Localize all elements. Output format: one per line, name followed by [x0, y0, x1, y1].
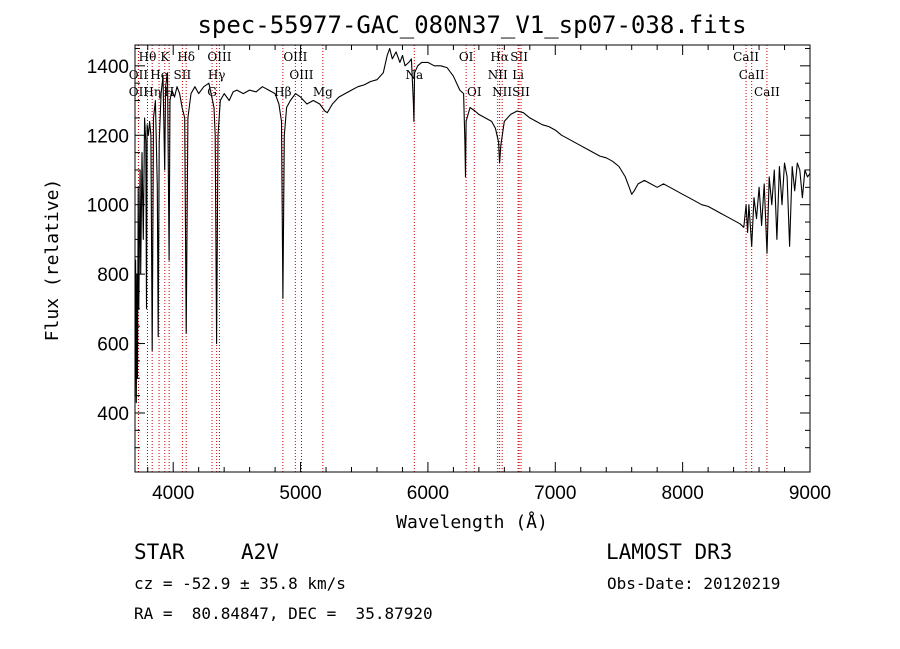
spectral-line-label: OIII: [283, 50, 307, 64]
x-tick-label: 7000: [534, 483, 576, 504]
chart-title: spec-55977-GAC_080N37_V1_sp07-038.fits: [197, 11, 746, 39]
spectral-line-label: H: [164, 85, 174, 99]
ticks-layer: 4000 5000 6000 7000 8000 9000 400 600 800 1000 120…: [87, 45, 831, 504]
spectral-line-label: CaII: [739, 68, 765, 82]
spectral-line-label: SII: [174, 68, 192, 82]
series-layer: [134, 47, 811, 404]
x-tick-label: 4000: [152, 483, 194, 504]
x-tick-label: 6000: [407, 483, 449, 504]
y-tick-label: 1000: [87, 196, 129, 217]
spectral-line-label: Li: [512, 68, 524, 82]
y-tick-label: 400: [97, 404, 129, 425]
spectral-line-label: Hγ: [208, 68, 226, 82]
spectral-line-label: Mg: [313, 85, 333, 99]
survey-name: LAMOST DR3: [606, 540, 733, 564]
spectral-line-label: SII: [510, 50, 528, 64]
spectral-line-label: NII: [492, 85, 512, 99]
coordinates: RA = 80.84847, DEC = 35.87920: [134, 604, 433, 623]
y-tick-label: 600: [97, 335, 129, 356]
y-tick-label: 1200: [87, 126, 129, 147]
spectral-line-label: K: [160, 50, 170, 64]
x-tick-label: 9000: [789, 483, 831, 504]
x-axis-label: Wavelength (Å): [396, 511, 548, 533]
object-subclass: A2V: [241, 540, 279, 564]
spectral-line-label: OI: [467, 85, 482, 99]
spectral-line-label: OI: [459, 50, 474, 64]
spectral-line-label: Hβ: [274, 85, 291, 99]
object-class: STAR: [134, 540, 185, 564]
spectral-line-label: Hθ: [139, 50, 157, 64]
spectral-line-label: OII: [129, 85, 149, 99]
spectral-line-label: Hη: [143, 85, 161, 99]
redshift-cz: cz = -52.9 ± 35.8 km/s: [134, 574, 346, 593]
spectrum-series-line: [134, 47, 811, 404]
y-tick-label: 800: [97, 265, 129, 286]
x-tick-label: 5000: [279, 483, 321, 504]
obs-date: Obs-Date: 20120219: [607, 574, 781, 593]
spectral-line-label: SII: [512, 85, 530, 99]
y-tick-label: 1400: [87, 57, 129, 78]
spectral-line-label: CaII: [754, 85, 780, 99]
spectral-line-label: NII: [488, 68, 508, 82]
x-tick-label: 8000: [662, 483, 704, 504]
spectral-lines-layer: HθOIIOIIHηHeKHSIIHδGOIIIHγHβOIIIOIIIMgNa…: [129, 45, 780, 472]
spectrum-chart: spec-55977-GAC_080N37_V1_sp07-038.fits H…: [42, 11, 831, 533]
spectral-line-label: CaII: [733, 50, 759, 64]
spectral-line-label: OIII: [289, 68, 313, 82]
y-axis-label: Flux (relative): [42, 179, 63, 342]
plot-frame: [134, 44, 811, 473]
spectral-line-label: Hδ: [177, 50, 195, 64]
spectral-line-label: G: [207, 85, 217, 99]
spectral-line-label: Hα: [490, 50, 509, 64]
spectral-line-label: OIII: [207, 50, 231, 64]
